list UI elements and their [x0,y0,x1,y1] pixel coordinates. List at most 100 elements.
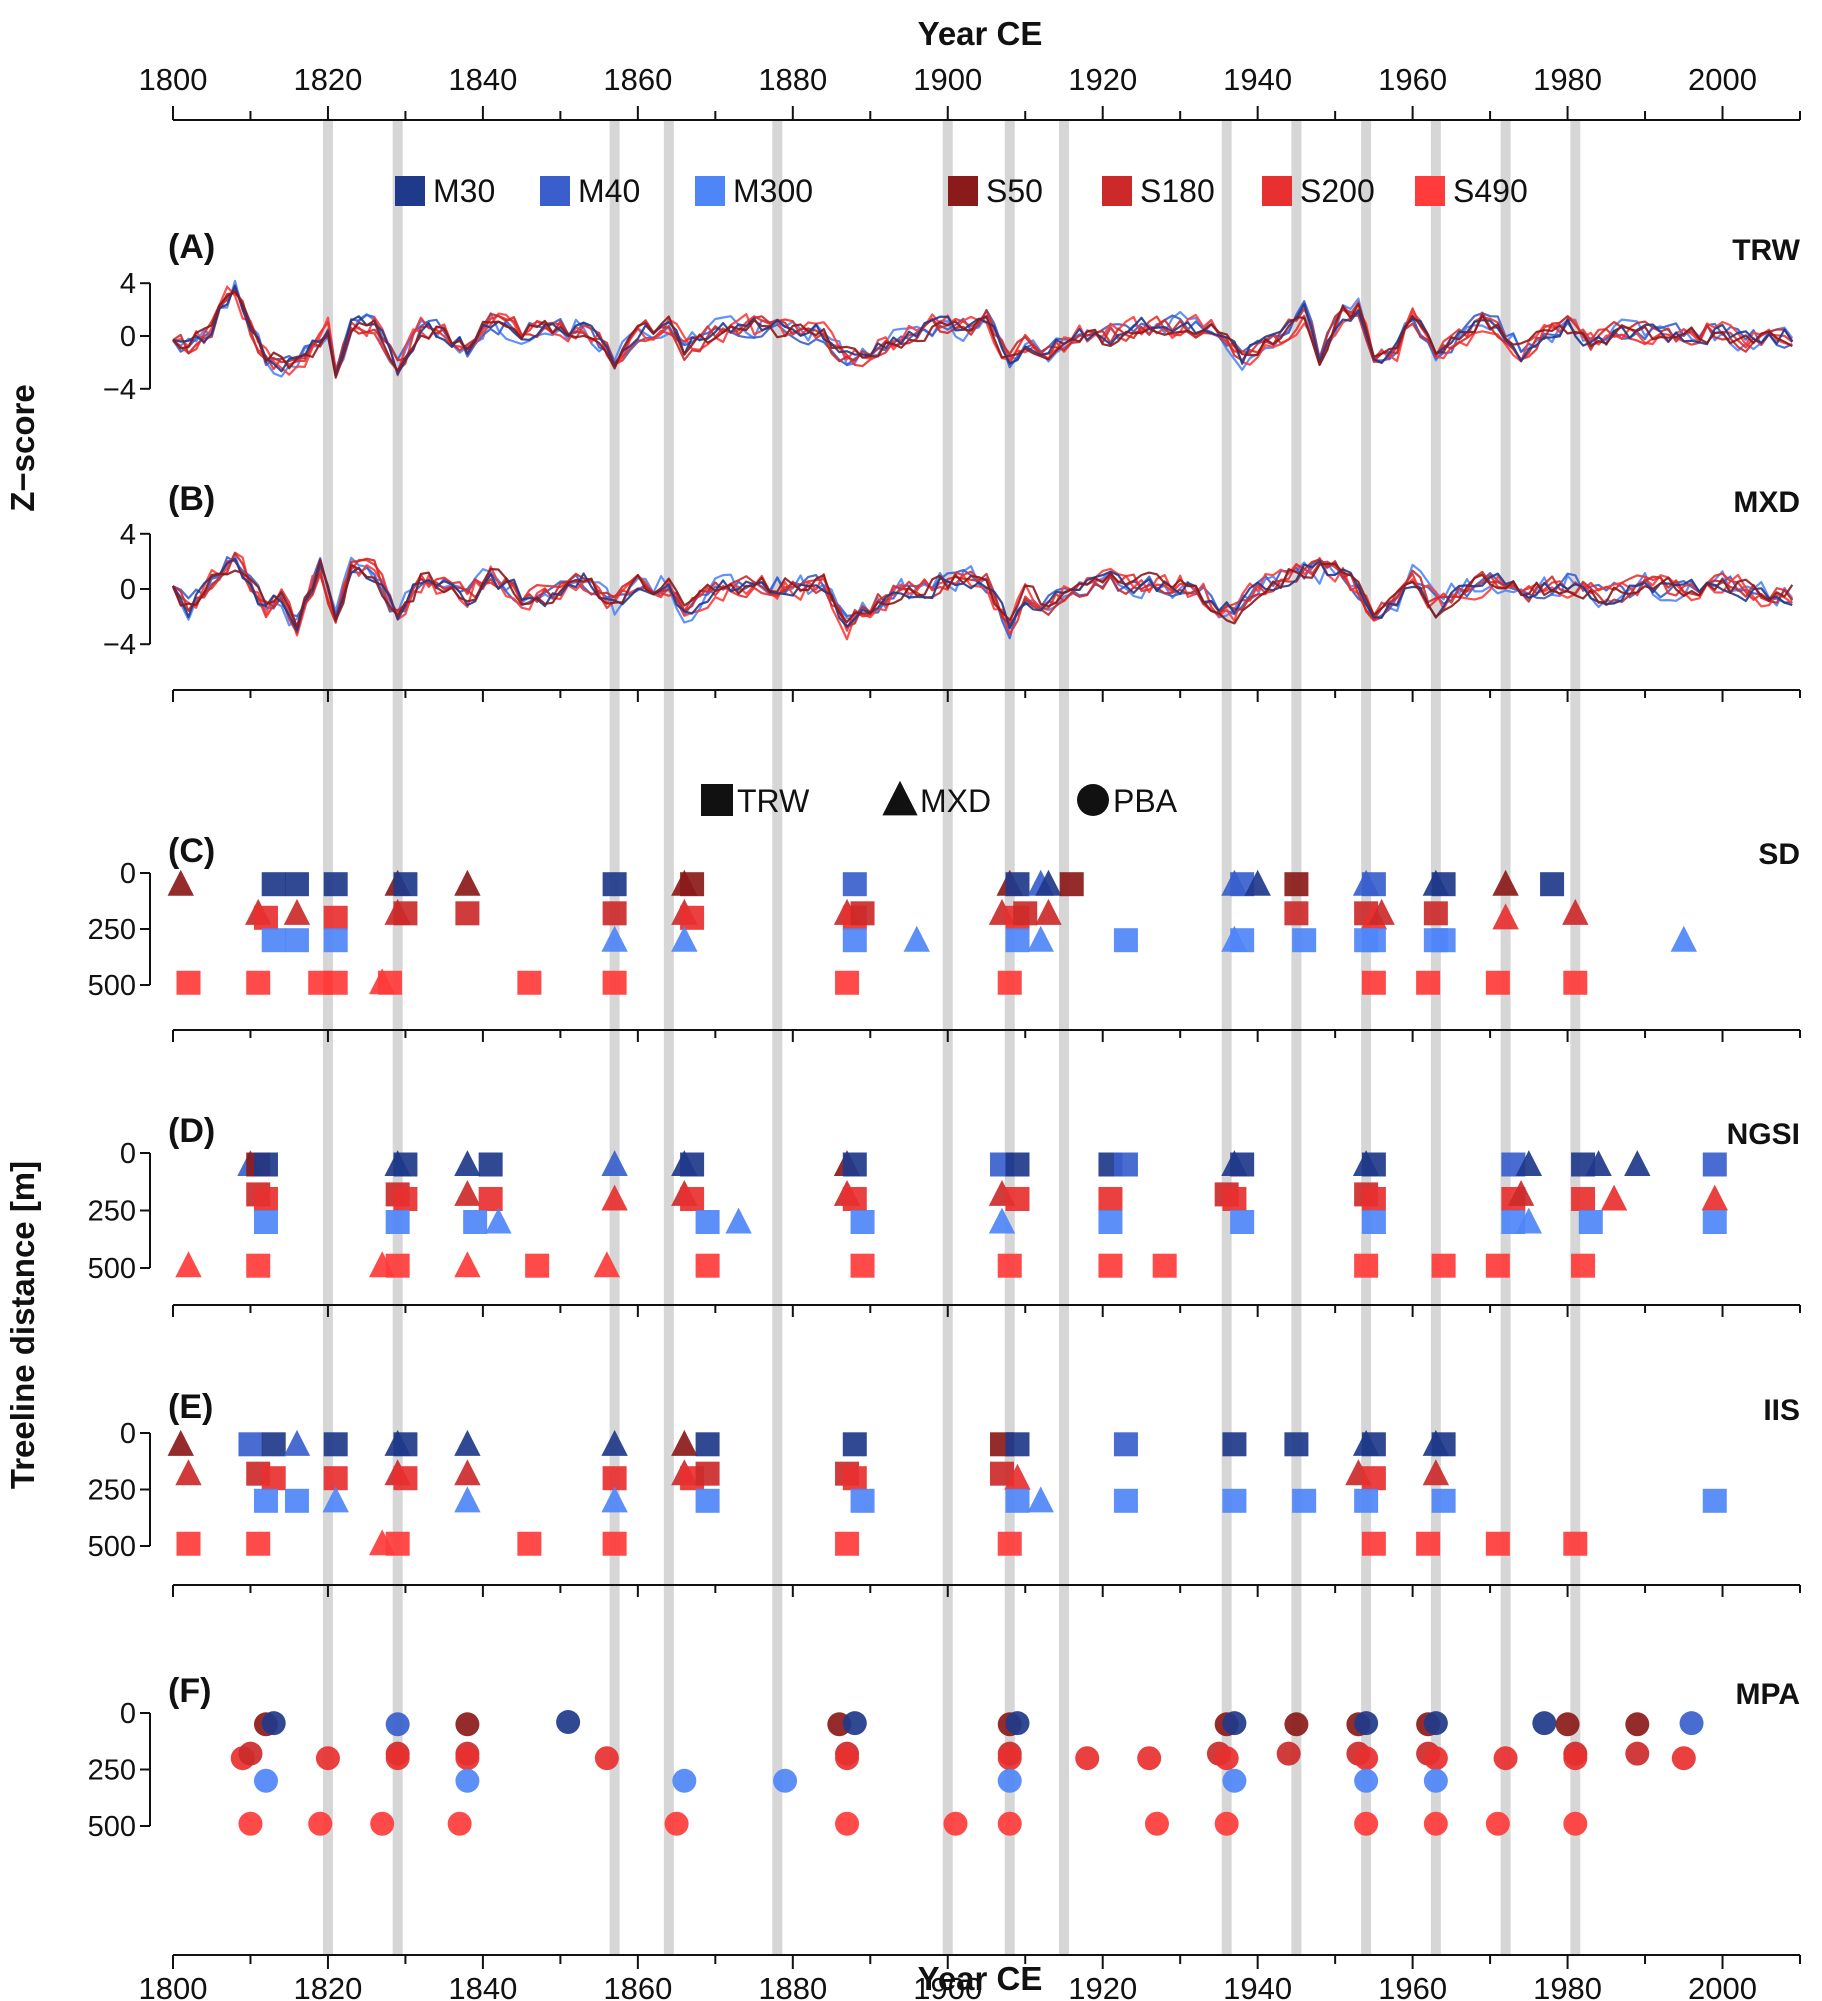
legend-item-mxd: MXD [882,780,991,819]
data-point-square [1005,1488,1030,1513]
marker-triangle [882,780,918,816]
data-point-square [253,1187,278,1211]
legend-item-pba: PBA [1077,783,1178,819]
legend-label: M30 [433,173,495,209]
data-point-square [1361,1187,1386,1211]
data-point-triangle [903,925,930,952]
data-point-square [1361,1531,1386,1556]
data-point-triangle [725,1207,752,1234]
data-point-square [463,1210,488,1234]
panel-ngsi: (D) NGSI 0 250 500 [88,1112,1801,1317]
data-point-triangle [1507,1180,1535,1206]
data-point-circle [455,1746,480,1771]
data-point-triangle [322,1486,349,1513]
data-point-triangle [671,925,698,952]
data-point-circle [1354,1768,1379,1793]
data-point-triangle [1701,1184,1728,1211]
panel-code: SD [1758,838,1800,871]
data-point-square [385,1531,410,1556]
data-point-circle [253,1768,278,1793]
y-tick-label: 0 [120,321,136,353]
data-point-square [850,1210,875,1234]
data-point-square [695,1253,720,1278]
x-tick-label: 1940 [1223,1971,1292,2001]
data-point-square [695,1488,720,1513]
data-point-square [1361,1432,1386,1457]
data-point-square [842,1152,867,1177]
y-tick-label: 500 [88,1253,136,1285]
data-point-square [680,1152,705,1177]
data-point-circle [1075,1746,1100,1771]
data-point-square [997,970,1022,995]
data-point-triangle [1368,898,1395,925]
data-point-circle [447,1811,472,1836]
shade-band [1221,120,1232,1955]
shade-band [1291,120,1302,1955]
series-line-m40 [172,556,1793,640]
data-point-triangle [1515,1207,1543,1234]
data-point-circle [556,1710,581,1735]
x-tick-label: 1900 [913,62,982,97]
data-point-circle [1423,1768,1448,1793]
data-point-square [1284,872,1309,897]
y-tick-label: 500 [88,970,136,1002]
data-point-square [850,901,875,926]
data-point-square [1005,1432,1030,1457]
data-point-circle [997,1768,1022,1793]
marker-square [701,784,733,816]
data-point-square [323,970,348,995]
panel-sd: (C) SD 0 250 500 [88,832,1801,1042]
data-point-square [517,1531,542,1556]
data-point-triangle [1670,925,1697,952]
data-point-triangle [454,1429,481,1456]
data-point-square [1222,1432,1247,1457]
data-point-square [253,1210,278,1234]
data-point-circle [835,1811,860,1836]
data-point-circle [835,1746,860,1771]
legend-item-s180: S180 [1102,173,1215,209]
data-point-square [1361,1152,1386,1177]
data-point-square [997,1531,1022,1556]
data-point-square [997,1253,1022,1278]
data-point-square [253,905,278,930]
data-point-triangle [1585,1150,1612,1177]
data-point-square [176,1531,201,1556]
data-point-square [850,1488,875,1513]
top-axis-title: Year CE [918,15,1043,52]
data-point-square [1571,1187,1596,1211]
data-point-triangle [671,1429,698,1456]
y-axis-title-distance: Treeline distance [m] [4,1161,41,1489]
data-point-square [680,1187,705,1211]
legend-sites: M30 M40 M300 S50 S180 S200 S490 [395,173,1528,209]
x-tick-label: 1860 [603,62,672,97]
data-point-square [1113,928,1138,953]
data-point-circle [1354,1746,1379,1771]
data-point-triangle [1492,869,1519,896]
data-point-triangle [1004,1463,1031,1490]
x-tick-label: 1980 [1533,62,1602,97]
data-point-square [261,872,286,897]
data-point-square [1098,1210,1123,1234]
legend-label: S490 [1453,173,1528,209]
data-point-circle [1563,1811,1588,1836]
x-tick-label: 1920 [1068,1971,1137,2001]
data-point-square [1431,872,1456,897]
panel-letter: (C) [168,832,215,870]
data-point-circle [842,1711,867,1736]
data-point-triangle [454,1251,481,1278]
data-point-square [1571,1253,1596,1278]
data-point-triangle [175,1251,202,1278]
data-point-circle [261,1711,286,1736]
data-point-triangle [601,1486,628,1513]
data-point-square [253,1488,278,1513]
data-point-square [602,1466,627,1491]
data-point-square [393,1187,418,1211]
data-point-square [1431,1432,1456,1457]
data-point-circle [773,1768,798,1793]
x-tick-label: 1880 [758,62,827,97]
data-point-triangle [601,1150,628,1177]
x-tick-label: 1980 [1533,1971,1602,2001]
data-point-triangle [988,1207,1016,1234]
data-point-square [695,1461,720,1486]
x-tick-label: 1840 [448,62,517,97]
